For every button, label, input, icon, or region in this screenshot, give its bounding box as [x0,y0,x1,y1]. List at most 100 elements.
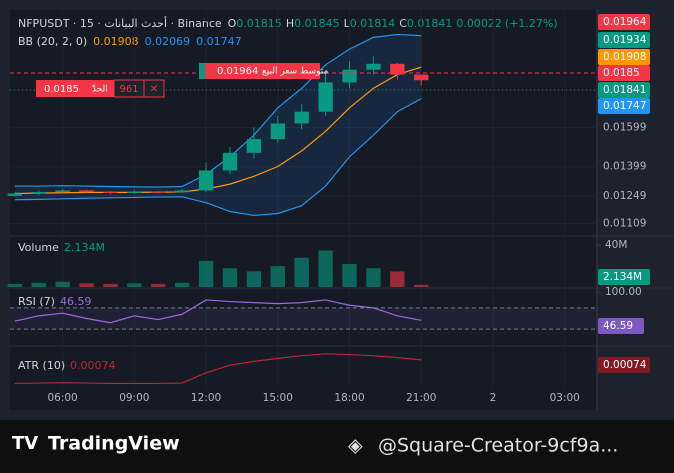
sell-avg-price: 0.01964 [217,66,258,77]
order-label: الحدّ [92,84,108,94]
x-tick-label: 21:00 [406,392,436,404]
candle-body [342,69,357,83]
rsi-badge-label: 46.59 [603,320,633,332]
volume-bar [31,282,46,287]
volume-badge-label: 2.134M [603,271,642,283]
bb-fill [14,34,422,216]
bb-legend: BB (20, 2, 0) [18,35,87,48]
price-badge-label: 0.01908 [603,51,646,63]
bb-line [14,98,422,217]
ohlc-value: 0.01845 [294,17,340,30]
rsi-title: RSI (7) [18,295,55,308]
ohlc-key: O [228,17,237,30]
candle-body [151,191,166,193]
volume-bar [366,268,381,287]
volume-bar [103,283,118,287]
x-tick-label: 12:00 [191,392,221,404]
candle-body [294,111,309,124]
volume-bar [270,266,285,287]
volume-bar [342,264,357,287]
order-box [36,80,114,97]
order-qty: 961 [119,84,138,95]
price-badge-label: 0.01934 [603,34,647,46]
price-badge-label: 0.01964 [603,16,647,28]
candle-body [366,63,381,70]
price-badge [598,14,650,30]
sell-avg-label: متوسط سعر البيع [262,67,328,77]
candle-body [222,152,238,171]
watermark-icon: ◈ [348,435,363,457]
candle-body [7,193,22,196]
candle-body [198,170,214,191]
x-tick-label: 18:00 [334,392,364,404]
candle-body [246,139,262,153]
volume-bar [151,283,166,287]
volume-bar [198,260,214,287]
atr-line [14,353,422,385]
ohlc-key: H [286,17,294,30]
volume-bar [55,281,70,287]
candle-body [79,190,94,192]
y-tick-label: 0.01109 [603,217,646,229]
price-badge-label: 0.01747 [603,100,646,112]
volume-bar [246,271,262,287]
candle-body [55,190,70,192]
price-badge [598,49,650,65]
candle-body [103,191,118,193]
price-badge [598,82,650,98]
brand: TradingView [48,433,180,455]
price-badge [598,65,650,81]
volume-bar [7,283,22,287]
ohlc-value: 0.01814 [350,17,396,30]
volume-bar [414,284,429,287]
atr-badge [598,357,650,373]
rsi-band [10,307,597,330]
candle-body [31,191,46,194]
bb-line [14,33,422,188]
y-tick-label: 100.00 [605,286,642,298]
volume-bar [390,271,405,287]
sell-avg-tab [199,63,205,79]
y-tick-label: 40M [605,239,627,251]
x-tick-label: 09:00 [119,392,149,404]
candle-body [127,191,142,193]
y-tick-label: 0.01249 [603,190,646,202]
order-close-icon: ✕ [150,84,158,95]
volume-bar [294,257,309,287]
x-tick-label: 03:00 [550,392,580,404]
atr-title: ATR (10) [18,359,65,372]
brand-logo: 𝗧𝗩 [12,433,38,454]
ohlc-value: 0.01815 [236,17,282,30]
rsi-line [14,299,422,324]
volume-bar [127,283,142,287]
candle-body [390,63,405,75]
candle-body [414,74,429,81]
bb-value: 0.01747 [196,35,242,48]
rsi-value: 46.59 [60,295,92,308]
sell-avg-box [205,63,320,79]
volume-bar [318,250,333,287]
volume-value: 2.134M [64,241,105,254]
candle-body [174,190,190,193]
candle-body [318,82,333,112]
ohlc-key: C [399,17,407,30]
price-badge [598,98,650,114]
price-badge-label: 0.01841 [603,84,646,96]
volume-bar [222,268,238,287]
ohlc-value: 0.01841 [407,17,453,30]
atr-value: 0.00074 [70,359,116,372]
x-tick-label: 15:00 [263,392,293,404]
watermark: @Square-Creator-9cf9a... [378,435,618,457]
rsi-badge [598,318,644,334]
candle-body [270,123,285,140]
symbol: NFPUSDT · 15 · أحدث البيانات · Binance [18,16,222,30]
order-close[interactable] [143,79,165,98]
volume-bar [79,283,94,287]
y-tick-label: 0.01599 [603,122,646,134]
bb-line [14,66,422,195]
price-badge [598,32,650,48]
change-percent: (+1.27%) [505,17,558,30]
x-tick-label: 06:00 [47,392,77,404]
ohlc-key: L [344,17,351,30]
